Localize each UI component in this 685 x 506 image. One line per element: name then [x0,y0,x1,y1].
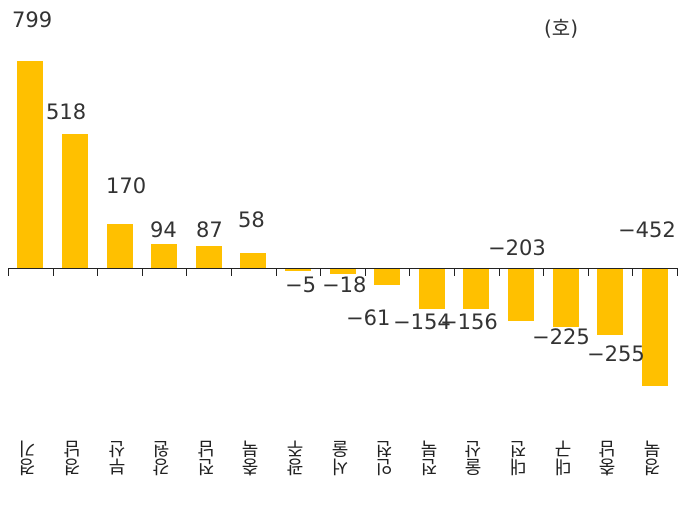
category-label: 부산 [108,440,129,476]
category-label: 전북 [420,440,441,476]
axis-tick [320,268,321,276]
bar-충남 [597,269,623,335]
category-label: 광주 [286,440,307,476]
bar-부산 [107,224,133,268]
category-label: 경기 [18,440,39,476]
value-label: 170 [106,174,147,198]
bar-대구 [553,269,579,327]
value-label: −225 [532,325,590,349]
category-label: 서울 [331,440,352,476]
bar-광주 [285,269,311,271]
value-label: −5 [285,273,316,297]
bar-대전 [508,269,534,321]
value-label: −61 [346,306,391,330]
bar-인천 [374,269,400,285]
bar-경북 [642,269,668,386]
unit-label: (호) [544,16,579,40]
bar-전남 [196,246,222,268]
axis-tick [588,268,589,276]
value-label: 58 [238,208,265,232]
value-label: 799 [12,8,53,32]
axis-tick [8,268,9,276]
bar-강원 [151,244,177,268]
axis-tick [97,268,98,276]
category-label: 강원 [152,440,173,476]
bar-충북 [240,253,266,268]
bar-서울 [330,269,356,274]
value-label: −154 [393,310,451,334]
category-label: 충남 [598,440,619,476]
category-label: 대전 [509,440,530,476]
category-label: 전남 [197,440,218,476]
axis-tick [276,268,277,276]
bar-경남 [62,134,88,268]
value-label: −18 [322,273,367,297]
value-label: −255 [587,342,645,366]
category-label: 충북 [241,440,262,476]
axis-tick [409,268,410,276]
axis-tick [53,268,54,276]
x-axis [8,268,678,269]
category-label: 대구 [554,440,575,476]
value-label: −452 [618,218,676,242]
value-label: 518 [46,100,87,124]
value-label: −203 [488,236,546,260]
axis-tick [142,268,143,276]
bar-울산 [463,269,489,309]
axis-tick [365,268,366,276]
axis-tick [454,268,455,276]
axis-tick [677,268,678,276]
category-label: 경북 [643,440,664,476]
value-label: −156 [440,310,498,334]
axis-tick [632,268,633,276]
axis-tick [186,268,187,276]
axis-tick [543,268,544,276]
category-label: 경남 [63,440,84,476]
bar-전북 [419,269,445,309]
category-label: 울산 [464,440,485,476]
value-label: 87 [196,218,223,242]
category-label: 인천 [375,440,396,476]
axis-tick [499,268,500,276]
axis-tick [231,268,232,276]
value-label: 94 [150,218,177,242]
bar-경기 [17,61,43,268]
